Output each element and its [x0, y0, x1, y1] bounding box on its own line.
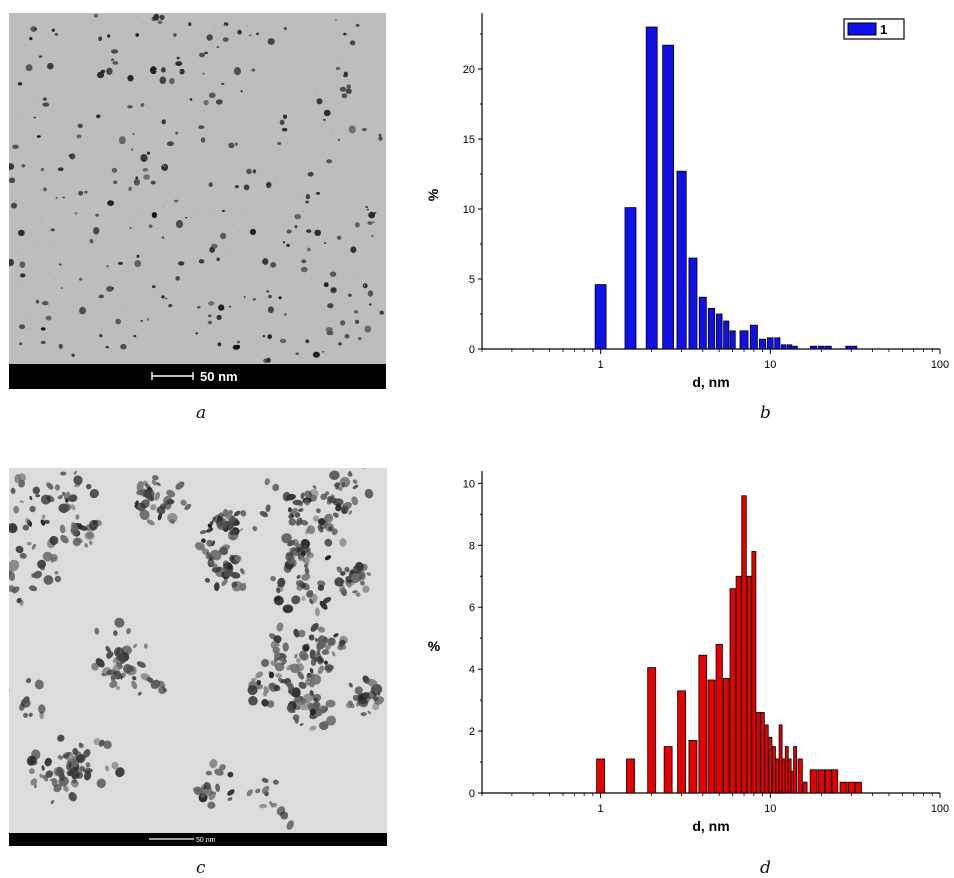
bar — [729, 588, 736, 794]
bar — [845, 345, 858, 350]
bar — [645, 26, 658, 350]
x-axis-title: d, nm — [692, 374, 729, 390]
bar — [688, 739, 698, 794]
bar — [741, 495, 747, 794]
tem-image-c: 50 nm — [9, 468, 387, 846]
y-tick-label: 20 — [463, 64, 475, 76]
bar — [596, 758, 606, 794]
bar — [787, 344, 793, 350]
tem-image-a: 50 nm — [9, 13, 386, 389]
bar — [764, 724, 769, 794]
x-tick-label: 1 — [598, 803, 604, 815]
scalebar-label-c: 50 nm — [196, 837, 216, 844]
bar — [723, 320, 730, 350]
bar — [847, 781, 855, 794]
bar — [729, 330, 736, 350]
bar — [707, 679, 716, 794]
histogram-d: 0 2 4 6 8 10 1 10 100 d, nm% — [420, 465, 954, 853]
histogram-b: 0 5 10 15 20 1 10 100 d, nm% 1 — [420, 5, 954, 400]
y-axis-title: % — [428, 638, 441, 654]
scalebar-label-a: 50 nm — [200, 369, 238, 384]
chart-b-svg: 0 5 10 15 20 1 10 100 d, nm% 1 — [425, 13, 949, 390]
bar — [771, 746, 776, 794]
bar — [688, 257, 698, 350]
y-tick-label: 8 — [469, 540, 475, 552]
bar — [802, 781, 808, 794]
bar — [781, 758, 786, 794]
bar — [792, 345, 798, 350]
bar — [756, 712, 761, 794]
y-tick-label: 0 — [469, 344, 475, 356]
bar — [825, 769, 832, 794]
y-tick-label: 2 — [469, 726, 475, 738]
x-axis-title: d, nm — [692, 818, 729, 834]
caption-b: b — [760, 403, 771, 423]
bar — [809, 769, 818, 794]
x-tick-label: 10 — [764, 359, 776, 371]
bar — [810, 345, 818, 350]
x-tick-label: 1 — [598, 359, 604, 371]
bar — [780, 344, 787, 350]
caption-c: c — [196, 858, 206, 878]
bar — [758, 338, 767, 350]
bar — [760, 712, 765, 794]
caption-a: a — [196, 403, 207, 423]
bar — [735, 575, 742, 794]
bar — [749, 324, 758, 350]
bar — [739, 330, 749, 350]
bar — [825, 345, 832, 350]
bar — [677, 690, 686, 794]
bar — [774, 337, 781, 350]
tem-micrograph-a: 50 nm — [9, 13, 386, 389]
scalebar-strip-a — [9, 364, 386, 389]
y-axis-title: % — [425, 188, 441, 201]
bar — [715, 313, 723, 350]
bar — [676, 170, 687, 350]
bar — [647, 667, 657, 794]
y-tick-label: 10 — [463, 478, 475, 490]
y-tick-label: 5 — [469, 274, 475, 286]
caption-d: d — [760, 858, 771, 878]
scalebar-strip-c — [9, 833, 387, 846]
bar — [778, 724, 783, 794]
bar — [751, 551, 757, 794]
legend-label: 1 — [880, 22, 887, 37]
legend: 1 — [843, 18, 905, 40]
chart-d-svg: 0 2 4 6 8 10 1 10 100 d, nm% — [428, 471, 949, 834]
bar — [594, 284, 607, 350]
bar — [698, 296, 707, 350]
x-tick-label: 10 — [764, 803, 776, 815]
bar — [722, 678, 730, 794]
bar — [663, 746, 673, 794]
bar — [707, 307, 716, 350]
tem-micrograph-c: 50 nm — [9, 468, 387, 846]
x-tick-label: 100 — [931, 803, 949, 815]
bar — [818, 345, 825, 350]
bar — [698, 654, 708, 794]
bar — [797, 758, 803, 794]
bar — [831, 769, 839, 794]
bar — [839, 781, 848, 794]
y-tick-label: 15 — [463, 134, 475, 146]
bar — [854, 781, 862, 794]
bar — [768, 736, 773, 794]
bar — [626, 758, 635, 794]
x-tick-label: 100 — [931, 359, 949, 371]
bar — [817, 769, 825, 794]
bar — [793, 746, 798, 794]
y-tick-label: 6 — [469, 602, 475, 614]
bar — [746, 575, 752, 794]
bar — [715, 643, 723, 794]
bar — [775, 758, 780, 794]
y-tick-label: 4 — [469, 664, 475, 676]
bar — [624, 207, 637, 350]
bar — [767, 337, 774, 350]
legend-swatch — [847, 22, 877, 36]
y-tick-label: 10 — [463, 204, 475, 216]
bar — [662, 44, 675, 350]
y-tick-label: 0 — [469, 788, 475, 800]
